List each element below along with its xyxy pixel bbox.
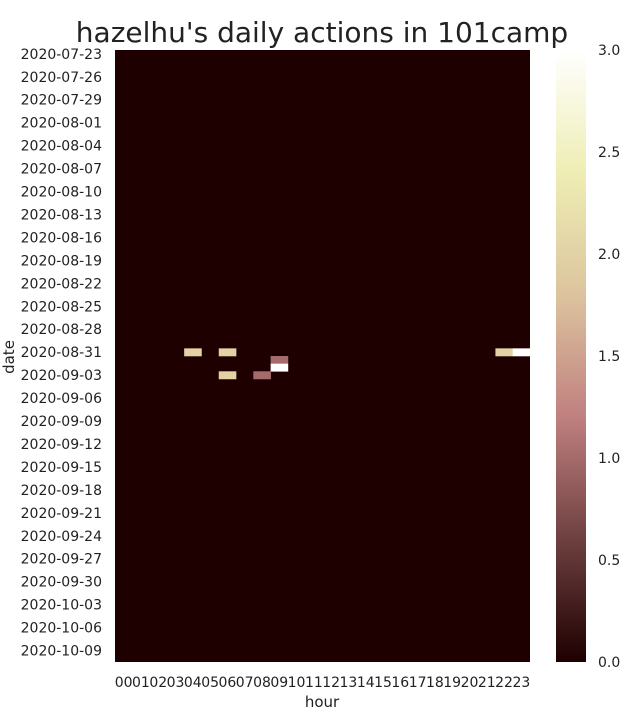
- colorbar-tick-labels: 0.0 0.5 1.0 1.5 2.0 2.5 3.0: [598, 43, 620, 671]
- y-tick-label: 2020-10-03: [21, 598, 102, 614]
- y-tick-label: 2020-09-18: [21, 483, 102, 499]
- y-tick-label: 2020-07-23: [21, 47, 102, 63]
- x-tick-label: 17: [409, 675, 427, 691]
- heatmap-background-cells: [115, 50, 530, 662]
- x-tick-labels: 00 01 02 03 04 05 06 07 08 09 10 11 12 13 14 15 16 17 18 19…: [115, 675, 531, 691]
- y-tick-label: 2020-08-16: [21, 230, 102, 246]
- y-tick-label: 2020-08-19: [21, 253, 102, 269]
- y-tick-label: 2020-08-04: [21, 139, 102, 155]
- y-tick-label: 2020-09-15: [21, 460, 102, 476]
- colorbar-tick-label: 0.0: [598, 655, 620, 671]
- y-tick-label: 2020-08-28: [21, 322, 102, 338]
- x-tick-label: 21: [478, 675, 496, 691]
- x-tick-label: 07: [236, 675, 254, 691]
- colorbar-tick-label: 0.5: [598, 553, 620, 569]
- y-tick-label: 2020-07-26: [21, 70, 102, 86]
- x-tick-label: 12: [322, 675, 340, 691]
- x-tick-label: 13: [340, 675, 358, 691]
- heatmap-plot: [115, 50, 531, 662]
- heatmap-cell: [184, 348, 202, 357]
- x-tick-label: 16: [391, 675, 409, 691]
- heatmap-cell: [512, 348, 531, 357]
- y-tick-label: 2020-09-06: [21, 391, 102, 407]
- colorbar-tick-label: 1.5: [598, 349, 620, 365]
- y-tick-label: 2020-10-06: [21, 621, 102, 637]
- y-tick-label: 2020-09-12: [21, 437, 102, 453]
- heatmap-cell: [495, 348, 514, 357]
- chart-title: hazelhu's daily actions in 101camp: [76, 16, 568, 49]
- colorbar-tick-label: 2.0: [598, 247, 620, 263]
- y-tick-label: 2020-09-21: [21, 506, 102, 522]
- x-tick-label: 10: [288, 675, 306, 691]
- y-tick-label: 2020-08-13: [21, 207, 102, 223]
- y-tick-label: 2020-08-31: [21, 345, 102, 361]
- heatmap-cell: [270, 363, 289, 372]
- x-tick-label: 06: [218, 675, 236, 691]
- y-tick-label: 2020-07-29: [21, 93, 102, 109]
- x-tick-label: 00: [115, 675, 133, 691]
- y-axis-label: date: [0, 340, 18, 374]
- x-tick-label: 09: [270, 675, 288, 691]
- y-tick-label: 2020-08-22: [21, 276, 102, 292]
- y-tick-label: 2020-08-01: [21, 116, 102, 132]
- y-tick-label: 2020-09-27: [21, 552, 102, 568]
- x-tick-label: 01: [132, 675, 150, 691]
- x-axis-label: hour: [305, 693, 340, 711]
- colorbar-tick-label: 3.0: [598, 43, 620, 59]
- x-tick-label: 05: [201, 675, 219, 691]
- colorbar-tick-label: 1.0: [598, 451, 620, 467]
- x-tick-label: 15: [374, 675, 392, 691]
- heatmap-cell: [218, 348, 237, 357]
- y-tick-label: 2020-08-10: [21, 185, 102, 201]
- heatmap-cell: [253, 371, 271, 380]
- x-tick-label: 03: [167, 675, 185, 691]
- x-tick-label: 18: [426, 675, 444, 691]
- x-tick-label: 19: [443, 675, 461, 691]
- x-tick-label: 20: [461, 675, 479, 691]
- y-tick-labels: 2020-07-23 2020-07-26 2020-07-29 2020-08-01…: [21, 47, 102, 660]
- x-tick-label: 11: [305, 675, 323, 691]
- x-tick-label: 04: [184, 675, 202, 691]
- y-tick-label: 2020-09-24: [21, 529, 102, 545]
- heatmap-cell: [218, 371, 237, 380]
- x-tick-label: 23: [512, 675, 530, 691]
- x-tick-label: 22: [495, 675, 513, 691]
- y-tick-label: 2020-09-09: [21, 414, 102, 430]
- x-tick-label: 08: [253, 675, 271, 691]
- x-tick-label: 02: [149, 675, 167, 691]
- y-tick-label: 2020-08-07: [21, 162, 102, 178]
- y-tick-label: 2020-08-25: [21, 299, 102, 315]
- colorbar-tick-label: 2.5: [598, 145, 620, 161]
- x-tick-label: 14: [357, 675, 375, 691]
- colorbar: [556, 50, 586, 662]
- y-tick-label: 2020-09-30: [21, 575, 102, 591]
- y-tick-label: 2020-09-03: [21, 368, 102, 384]
- y-tick-label: 2020-10-09: [21, 644, 102, 660]
- heatmap-cell: [270, 356, 289, 364]
